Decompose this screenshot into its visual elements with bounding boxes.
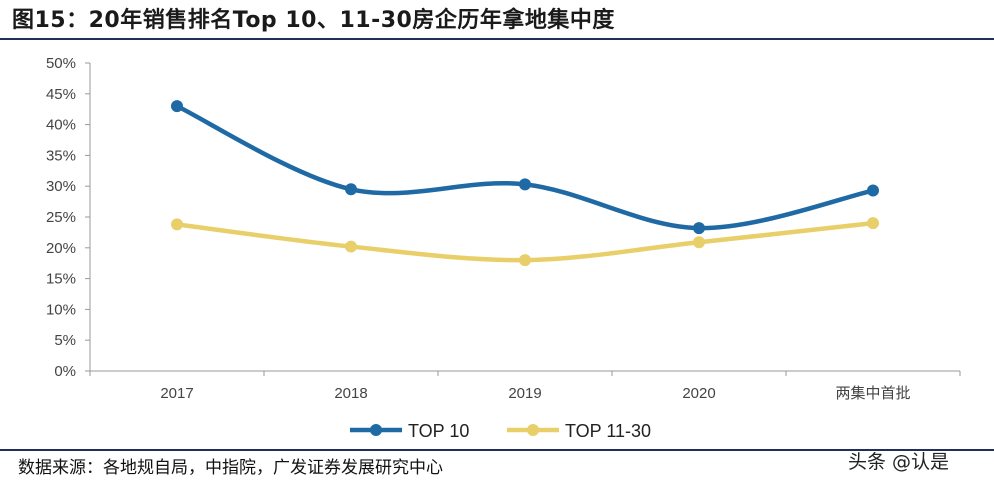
legend-marker (527, 424, 539, 436)
x-tick-label: 2020 (682, 385, 715, 402)
data-point (693, 222, 705, 235)
title-rule (0, 38, 994, 40)
x-tick-label: 2018 (334, 385, 367, 402)
y-tick-label: 5% (54, 332, 76, 349)
y-tick-label: 15% (46, 271, 76, 288)
data-point (867, 217, 879, 230)
data-point (171, 100, 183, 113)
source-rule (0, 449, 994, 451)
data-point (345, 183, 357, 196)
series-line-0 (176, 104, 874, 231)
source-note: 数据来源：各地规自局，中指院，广发证券发展研究中心 (18, 458, 443, 478)
y-tick-label: 20% (46, 240, 76, 257)
y-tick-label: 50% (46, 55, 76, 72)
data-point (867, 184, 879, 197)
y-tick-label: 35% (46, 147, 76, 164)
figure-title: 图15：20年销售排名Top 10、11-30房企历年拿地集中度 (12, 8, 615, 33)
y-tick-label: 40% (46, 117, 76, 134)
legend-label: TOP 11-30 (565, 421, 651, 441)
line-chart: 0% 5% 10% 15% 20% 25% 30% 35% 40% 45% 50% 2017 2018 2… (46, 55, 961, 441)
y-tick-label: 30% (46, 178, 76, 195)
x-tick-label: 两集中首批 (835, 385, 910, 402)
data-point (519, 178, 531, 191)
y-tick-label: 0% (54, 363, 76, 380)
x-tick-label: 2017 (160, 385, 193, 402)
y-tick-label: 10% (46, 301, 76, 318)
data-point (171, 218, 183, 231)
legend-label: TOP 10 (408, 421, 469, 441)
watermark: 头条 @认是 (848, 451, 950, 473)
y-tick-label: 25% (46, 209, 76, 226)
data-point (345, 240, 357, 253)
y-tick-label: 45% (46, 86, 76, 103)
legend-marker (370, 424, 382, 436)
x-tick-label: 2019 (508, 385, 541, 402)
data-point (693, 236, 705, 249)
data-point (519, 254, 531, 267)
